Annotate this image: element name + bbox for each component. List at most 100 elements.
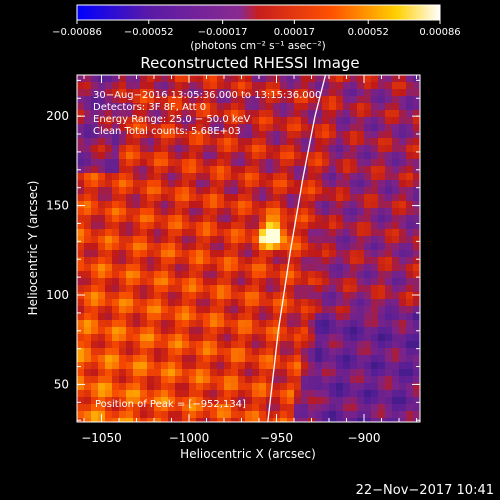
heatmap-pixel <box>308 243 315 250</box>
heatmap-pixel <box>245 187 252 194</box>
heatmap-pixel <box>413 313 420 320</box>
heatmap-pixel <box>392 383 399 390</box>
heatmap-pixel <box>287 82 294 89</box>
heatmap-pixel <box>84 166 91 173</box>
heatmap-pixel <box>196 341 203 348</box>
heatmap-pixel <box>273 103 280 110</box>
heatmap-pixel <box>126 159 133 166</box>
heatmap-pixel <box>189 285 196 292</box>
heatmap-pixel <box>266 320 273 327</box>
heatmap-pixel <box>91 397 98 404</box>
heatmap-pixel <box>91 285 98 292</box>
x-tick-label: −950 <box>260 431 293 445</box>
heatmap-pixel <box>357 334 364 341</box>
heatmap-pixel <box>231 313 238 320</box>
heatmap-pixel <box>301 145 308 152</box>
heatmap-pixel <box>126 264 133 271</box>
heatmap-pixel <box>119 131 126 138</box>
heatmap-pixel <box>91 313 98 320</box>
heatmap-pixel <box>196 299 203 306</box>
heatmap-pixel <box>280 320 287 327</box>
heatmap-pixel <box>371 348 378 355</box>
heatmap-pixel <box>364 327 371 334</box>
heatmap-pixel <box>392 411 399 418</box>
heatmap-pixel <box>392 348 399 355</box>
heatmap-pixel <box>336 201 343 208</box>
heatmap-pixel <box>385 362 392 369</box>
heatmap-pixel <box>119 236 126 243</box>
heatmap-pixel <box>301 292 308 299</box>
heatmap-pixel <box>140 341 147 348</box>
heatmap-pixel <box>406 397 413 404</box>
heatmap-pixel <box>329 369 336 376</box>
heatmap-pixel <box>175 250 182 257</box>
heatmap-pixel <box>343 306 350 313</box>
heatmap-pixel <box>98 236 105 243</box>
heatmap-pixel <box>406 82 413 89</box>
heatmap-pixel <box>371 229 378 236</box>
heatmap-pixel <box>203 103 210 110</box>
heatmap-pixel <box>392 173 399 180</box>
heatmap-pixel <box>245 243 252 250</box>
heatmap-pixel <box>343 187 350 194</box>
heatmap-pixel <box>210 271 217 278</box>
heatmap-pixel <box>217 124 224 131</box>
heatmap-pixel <box>406 215 413 222</box>
heatmap-pixel <box>231 306 238 313</box>
heatmap-pixel <box>357 418 364 422</box>
heatmap-pixel <box>315 411 322 418</box>
heatmap-pixel <box>105 327 112 334</box>
heatmap-pixel <box>385 117 392 124</box>
heatmap-pixel <box>399 348 406 355</box>
heatmap-pixel <box>147 159 154 166</box>
heatmap-pixel <box>301 285 308 292</box>
heatmap-pixel <box>147 257 154 264</box>
heatmap-pixel <box>154 271 161 278</box>
heatmap-pixel <box>385 236 392 243</box>
heatmap-pixel <box>266 173 273 180</box>
heatmap-pixel <box>182 173 189 180</box>
heatmap-pixel <box>210 103 217 110</box>
heatmap-pixel <box>77 110 84 117</box>
heatmap-pixel <box>84 131 91 138</box>
heatmap-pixel <box>161 222 168 229</box>
heatmap-pixel <box>154 341 161 348</box>
heatmap-pixel <box>280 271 287 278</box>
heatmap-pixel <box>140 96 147 103</box>
heatmap-pixel <box>196 362 203 369</box>
heatmap-pixel <box>322 138 329 145</box>
heatmap-pixel <box>161 236 168 243</box>
heatmap-pixel <box>161 187 168 194</box>
heatmap-pixel <box>273 215 280 222</box>
heatmap-pixel <box>294 292 301 299</box>
heatmap-pixel <box>224 376 231 383</box>
heatmap-pixel <box>140 250 147 257</box>
heatmap-pixel <box>98 292 105 299</box>
heatmap-pixel <box>231 75 238 82</box>
heatmap-pixel <box>259 103 266 110</box>
heatmap-pixel <box>119 152 126 159</box>
heatmap-pixel <box>98 180 105 187</box>
heatmap-pixel <box>238 201 245 208</box>
heatmap-pixel <box>308 306 315 313</box>
heatmap-pixel <box>231 180 238 187</box>
heatmap-pixel <box>119 271 126 278</box>
heatmap-pixel <box>245 348 252 355</box>
heatmap-pixel <box>280 75 287 82</box>
heatmap-pixel <box>322 306 329 313</box>
heatmap-pixel <box>378 250 385 257</box>
heatmap-pixel <box>182 89 189 96</box>
heatmap-pixel <box>126 222 133 229</box>
heatmap-pixel <box>119 194 126 201</box>
heatmap-pixel <box>245 145 252 152</box>
heatmap-pixel <box>252 173 259 180</box>
footer-timestamp: 22−Nov−2017 10:41 <box>356 483 494 498</box>
heatmap-pixel <box>385 418 392 422</box>
heatmap-pixel <box>371 313 378 320</box>
heatmap-pixel <box>343 89 350 96</box>
heatmap-pixel <box>287 159 294 166</box>
heatmap-pixel <box>161 138 168 145</box>
heatmap-pixel <box>259 152 266 159</box>
heatmap-pixel <box>147 243 154 250</box>
heatmap-pixel <box>385 271 392 278</box>
